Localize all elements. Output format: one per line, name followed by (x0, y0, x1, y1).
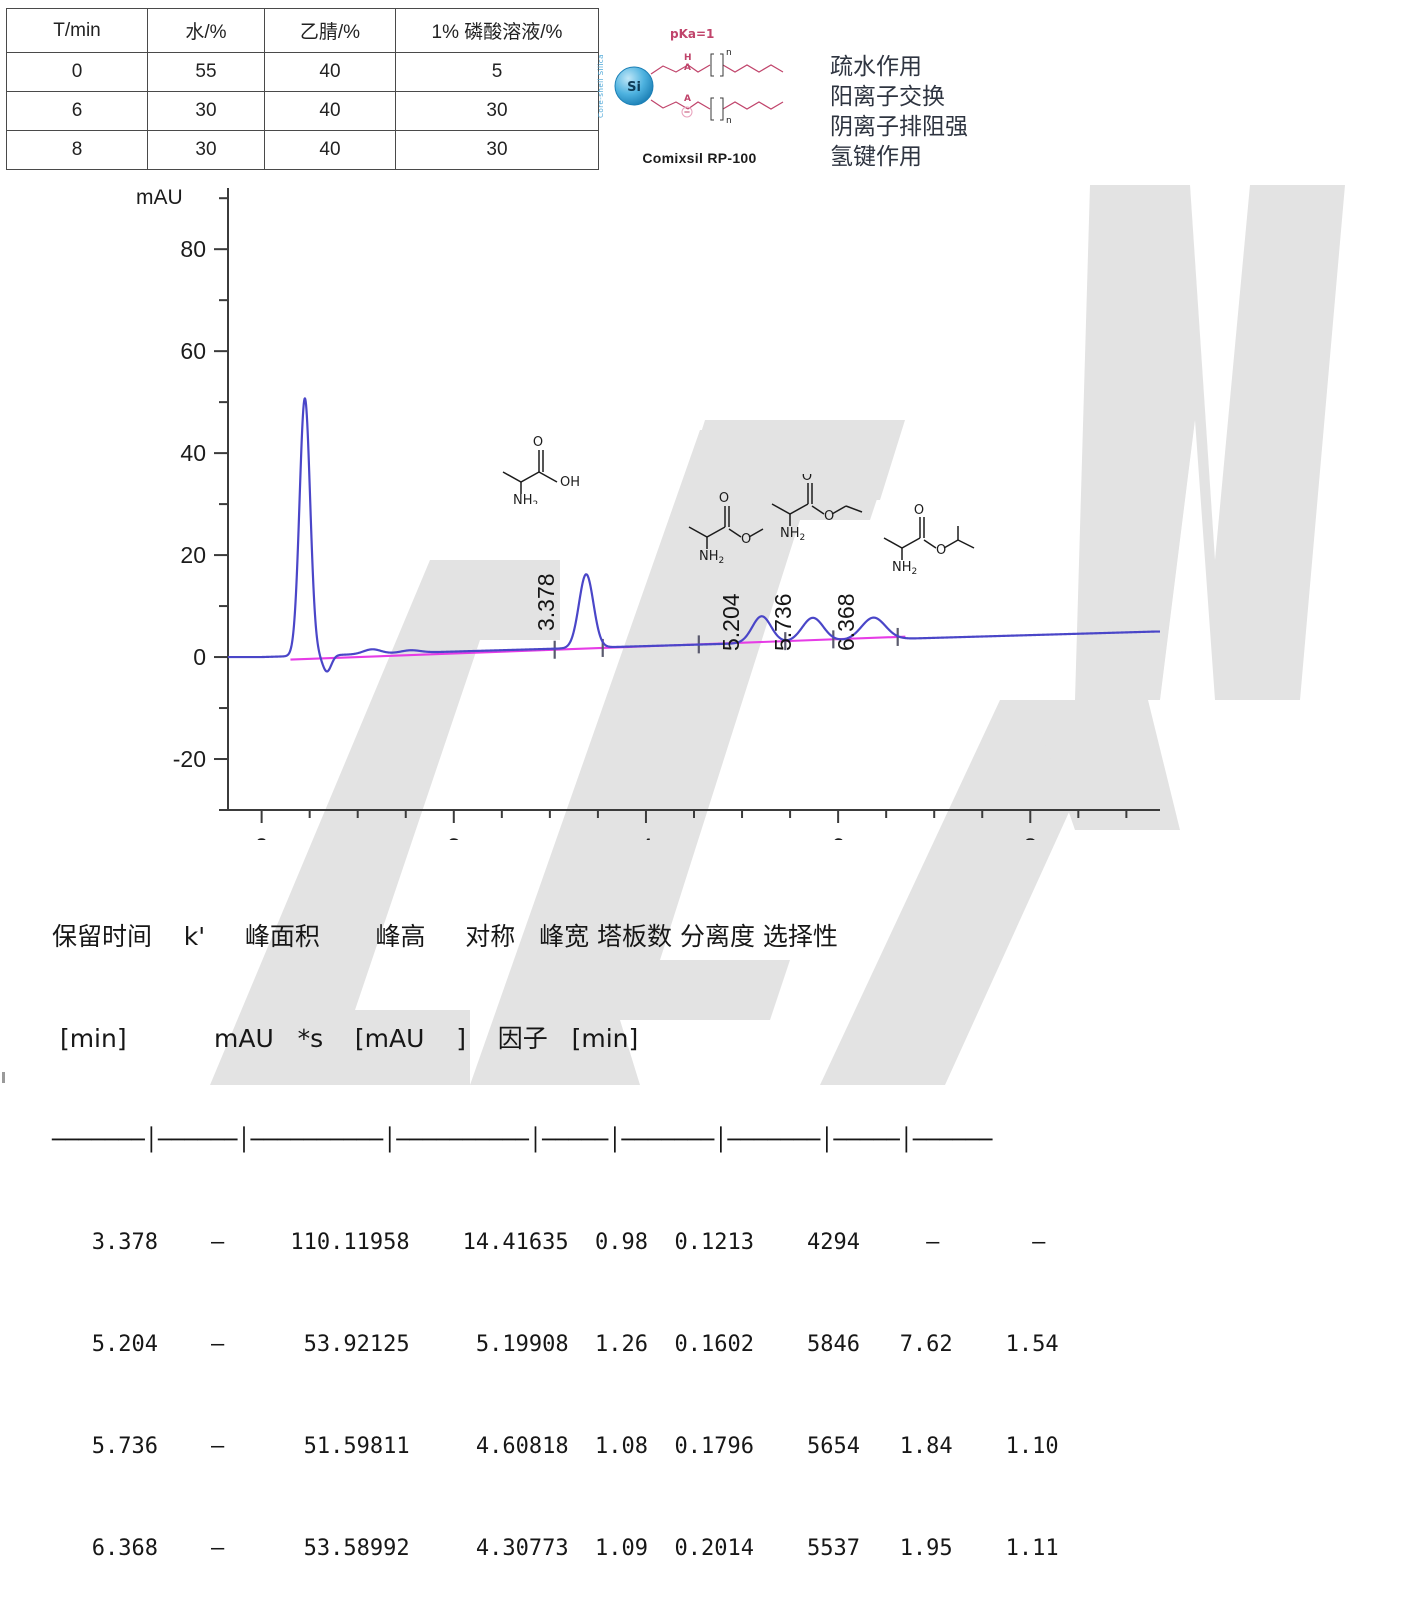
repeat-unit-bottom-label: n (726, 116, 732, 126)
mechanism-item-hydrophobic: 疏水作用 (830, 54, 922, 80)
repeat-bracket-top (710, 53, 724, 77)
peak-results-table: 保留时间 k' 峰面积 峰高 对称 峰宽 塔板数 分离度 选择性 [min] m… (52, 852, 1059, 1600)
stationary-phase-diagram: pKa=1 Core-shell Silica Si A H n A n (596, 27, 784, 126)
separation-mechanism-list: 疏水作用 阳离子交换 阴离子排阻强 氢键作用 (830, 52, 968, 172)
core-shell-silica-label: Core-shell Silica (596, 54, 605, 118)
y-axis-label: mAU (136, 186, 183, 209)
cell-time: 0 (6, 52, 148, 92)
column-header-water: 水/% (147, 8, 265, 53)
peak-label-4: 6.368 (833, 593, 859, 651)
y-axis-ticks (214, 197, 228, 811)
table-header-row: T/min 水/% 乙腈/% 1% 磷酸溶液/% (6, 8, 599, 53)
pka-label: pKa=1 (670, 27, 714, 41)
cell-water: 55 (147, 52, 265, 92)
cell-h3po4: 5 (395, 52, 599, 92)
svg-text:0: 0 (255, 834, 269, 840)
svg-text:NH2: NH2 (513, 493, 538, 504)
structure-alanine-ethyl-ester: O O NH2 (771, 474, 863, 543)
mechanism-item-cation-exchange: 阳离子交换 (830, 84, 945, 110)
svg-text:OH: OH (560, 475, 580, 490)
table-row: 6 30 40 30 (6, 91, 599, 131)
lower-ligand-chain (650, 99, 784, 110)
cell-water: 30 (147, 91, 265, 131)
cell-h3po4: 30 (395, 91, 599, 131)
cell-acn: 40 (264, 91, 396, 131)
cell-h3po4: 30 (395, 130, 599, 170)
results-row-1: 3.378 – 110.11958 14.41635 0.98 0.1213 4… (52, 1230, 1046, 1255)
repeat-bracket-bottom (710, 97, 724, 121)
svg-text:80: 80 (180, 236, 206, 262)
peak-label-3: 5.736 (770, 593, 796, 651)
svg-text:2: 2 (447, 834, 461, 840)
structure-alanine-methyl-ester: O O NH2 (688, 491, 764, 563)
mechanism-item-hydrogen-bond: 氢键作用 (830, 144, 922, 170)
cell-time: 6 (6, 91, 148, 131)
table-row: 8 30 40 30 (6, 130, 599, 170)
structure-alanine: O OH NH2 (502, 435, 580, 504)
table-row: 0 55 40 5 (6, 52, 599, 92)
acid-site-top-proton: H (684, 53, 692, 63)
svg-text:20: 20 (180, 542, 206, 568)
x-axis-ticks (260, 810, 1128, 823)
svg-text:O: O (914, 504, 924, 518)
chromatogram-plot: -20 0 20 40 60 80 0 2 4 6 8 (173, 188, 1161, 840)
stationary-phase-caption: Comixsil RP-100 (642, 150, 757, 166)
results-row-4: 6.368 – 53.58992 4.30773 1.09 0.2014 553… (52, 1536, 1059, 1561)
silica-particle (614, 66, 654, 106)
y-axis-tick-labels: -20 0 20 40 60 80 (173, 236, 206, 772)
results-row-2: 5.204 – 53.92125 5.19908 1.26 0.1602 584… (52, 1332, 1059, 1357)
svg-text:60: 60 (180, 338, 206, 364)
peak-label-2: 5.204 (718, 593, 744, 651)
cell-acn: 40 (264, 130, 396, 170)
si-label: Si (627, 80, 641, 95)
svg-text:O: O (741, 532, 751, 547)
svg-text:O: O (533, 435, 543, 450)
svg-text:8: 8 (1023, 834, 1037, 840)
acid-site-bottom-label: A (684, 94, 691, 104)
page-corner-mark (2, 1072, 5, 1083)
x-axis-tick-labels: 0 2 4 6 8 (255, 834, 1038, 840)
svg-text:-20: -20 (173, 746, 206, 772)
svg-text:NH2: NH2 (780, 526, 805, 543)
column-header-acn: 乙腈/% (264, 8, 396, 53)
peak-label-1: 3.378 (533, 573, 559, 631)
column-header-h3po4: 1% 磷酸溶液/% (395, 8, 599, 53)
svg-text:NH2: NH2 (892, 560, 917, 577)
cell-time: 8 (6, 130, 148, 170)
cell-acn: 40 (264, 52, 396, 92)
svg-text:O: O (719, 491, 729, 506)
repeat-unit-top-label: n (726, 48, 732, 58)
results-row-3: 5.736 – 51.59811 4.60818 1.08 0.1796 565… (52, 1434, 1059, 1459)
svg-text:O: O (802, 474, 812, 484)
negative-charge-icon (681, 106, 693, 118)
cell-water: 30 (147, 130, 265, 170)
acid-site-top-label: A (684, 63, 691, 73)
svg-text:6: 6 (831, 834, 845, 840)
mobile-phase-gradient-table: T/min 水/% 乙腈/% 1% 磷酸溶液/% 0 55 40 5 6 30 … (6, 8, 599, 170)
mechanism-item-anion-exclusion: 阴离子排阻强 (830, 114, 968, 140)
results-header-line-2: [min] mAU *s [mAU ] 因子 [min] (52, 1024, 639, 1053)
upper-ligand-chain (650, 64, 784, 75)
svg-text:O: O (936, 543, 946, 558)
svg-text:0: 0 (193, 644, 206, 670)
structure-alanine-isopropyl-ester: O O NH2 (883, 504, 975, 577)
column-header-time: T/min (6, 8, 148, 53)
svg-text:O: O (824, 509, 834, 524)
integration-baseline (290, 635, 906, 661)
svg-text:40: 40 (180, 440, 206, 466)
svg-text:4: 4 (639, 834, 653, 840)
svg-text:NH2: NH2 (699, 549, 724, 563)
results-header-line-1: 保留时间 k' 峰面积 峰高 对称 峰宽 塔板数 分离度 选择性 (52, 922, 838, 951)
results-separator: ───────│──────│──────────│──────────│───… (52, 1128, 993, 1153)
